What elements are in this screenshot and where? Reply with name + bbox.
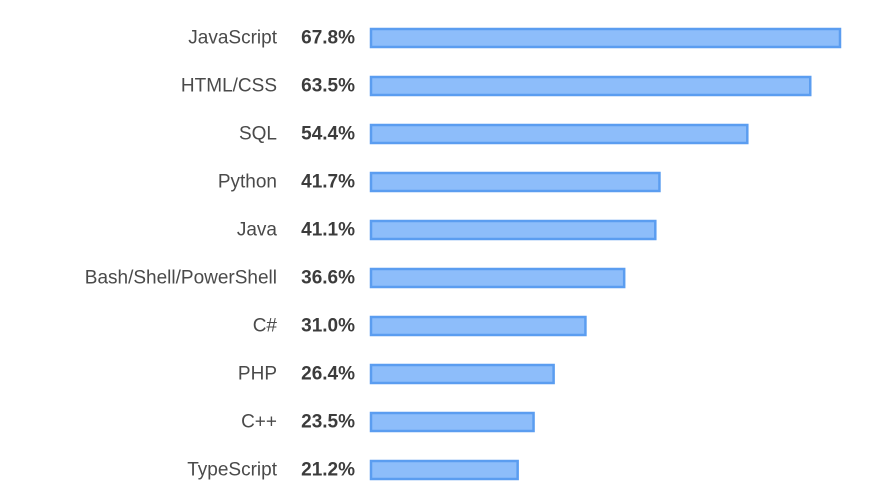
category-label: HTML/CSS (181, 76, 277, 97)
value-label: 67.8% (301, 28, 355, 49)
value-label: 23.5% (301, 412, 355, 433)
category-label: C++ (241, 412, 277, 433)
category-label: PHP (238, 364, 277, 385)
value-label: 41.1% (301, 220, 355, 241)
category-label: Java (237, 220, 278, 241)
bar (369, 363, 555, 385)
category-label: TypeScript (187, 460, 277, 481)
value-label: 26.4% (301, 364, 355, 385)
bar (369, 123, 749, 145)
category-label: SQL (239, 124, 277, 145)
bar (369, 75, 812, 97)
value-label: 21.2% (301, 460, 355, 481)
value-label: 31.0% (301, 316, 355, 337)
category-label: JavaScript (188, 28, 277, 49)
bar (369, 219, 657, 241)
bar (369, 315, 587, 337)
category-label: Python (218, 172, 277, 193)
bar (369, 459, 519, 481)
value-label: 36.6% (301, 268, 355, 289)
value-label: 54.4% (301, 124, 355, 145)
bar (369, 411, 535, 433)
value-label: 63.5% (301, 76, 355, 97)
bar (369, 267, 626, 289)
bar (369, 171, 661, 193)
bar (369, 27, 842, 49)
category-label: C# (253, 316, 278, 337)
value-label: 41.7% (301, 172, 355, 193)
category-label: Bash/Shell/PowerShell (85, 268, 277, 289)
